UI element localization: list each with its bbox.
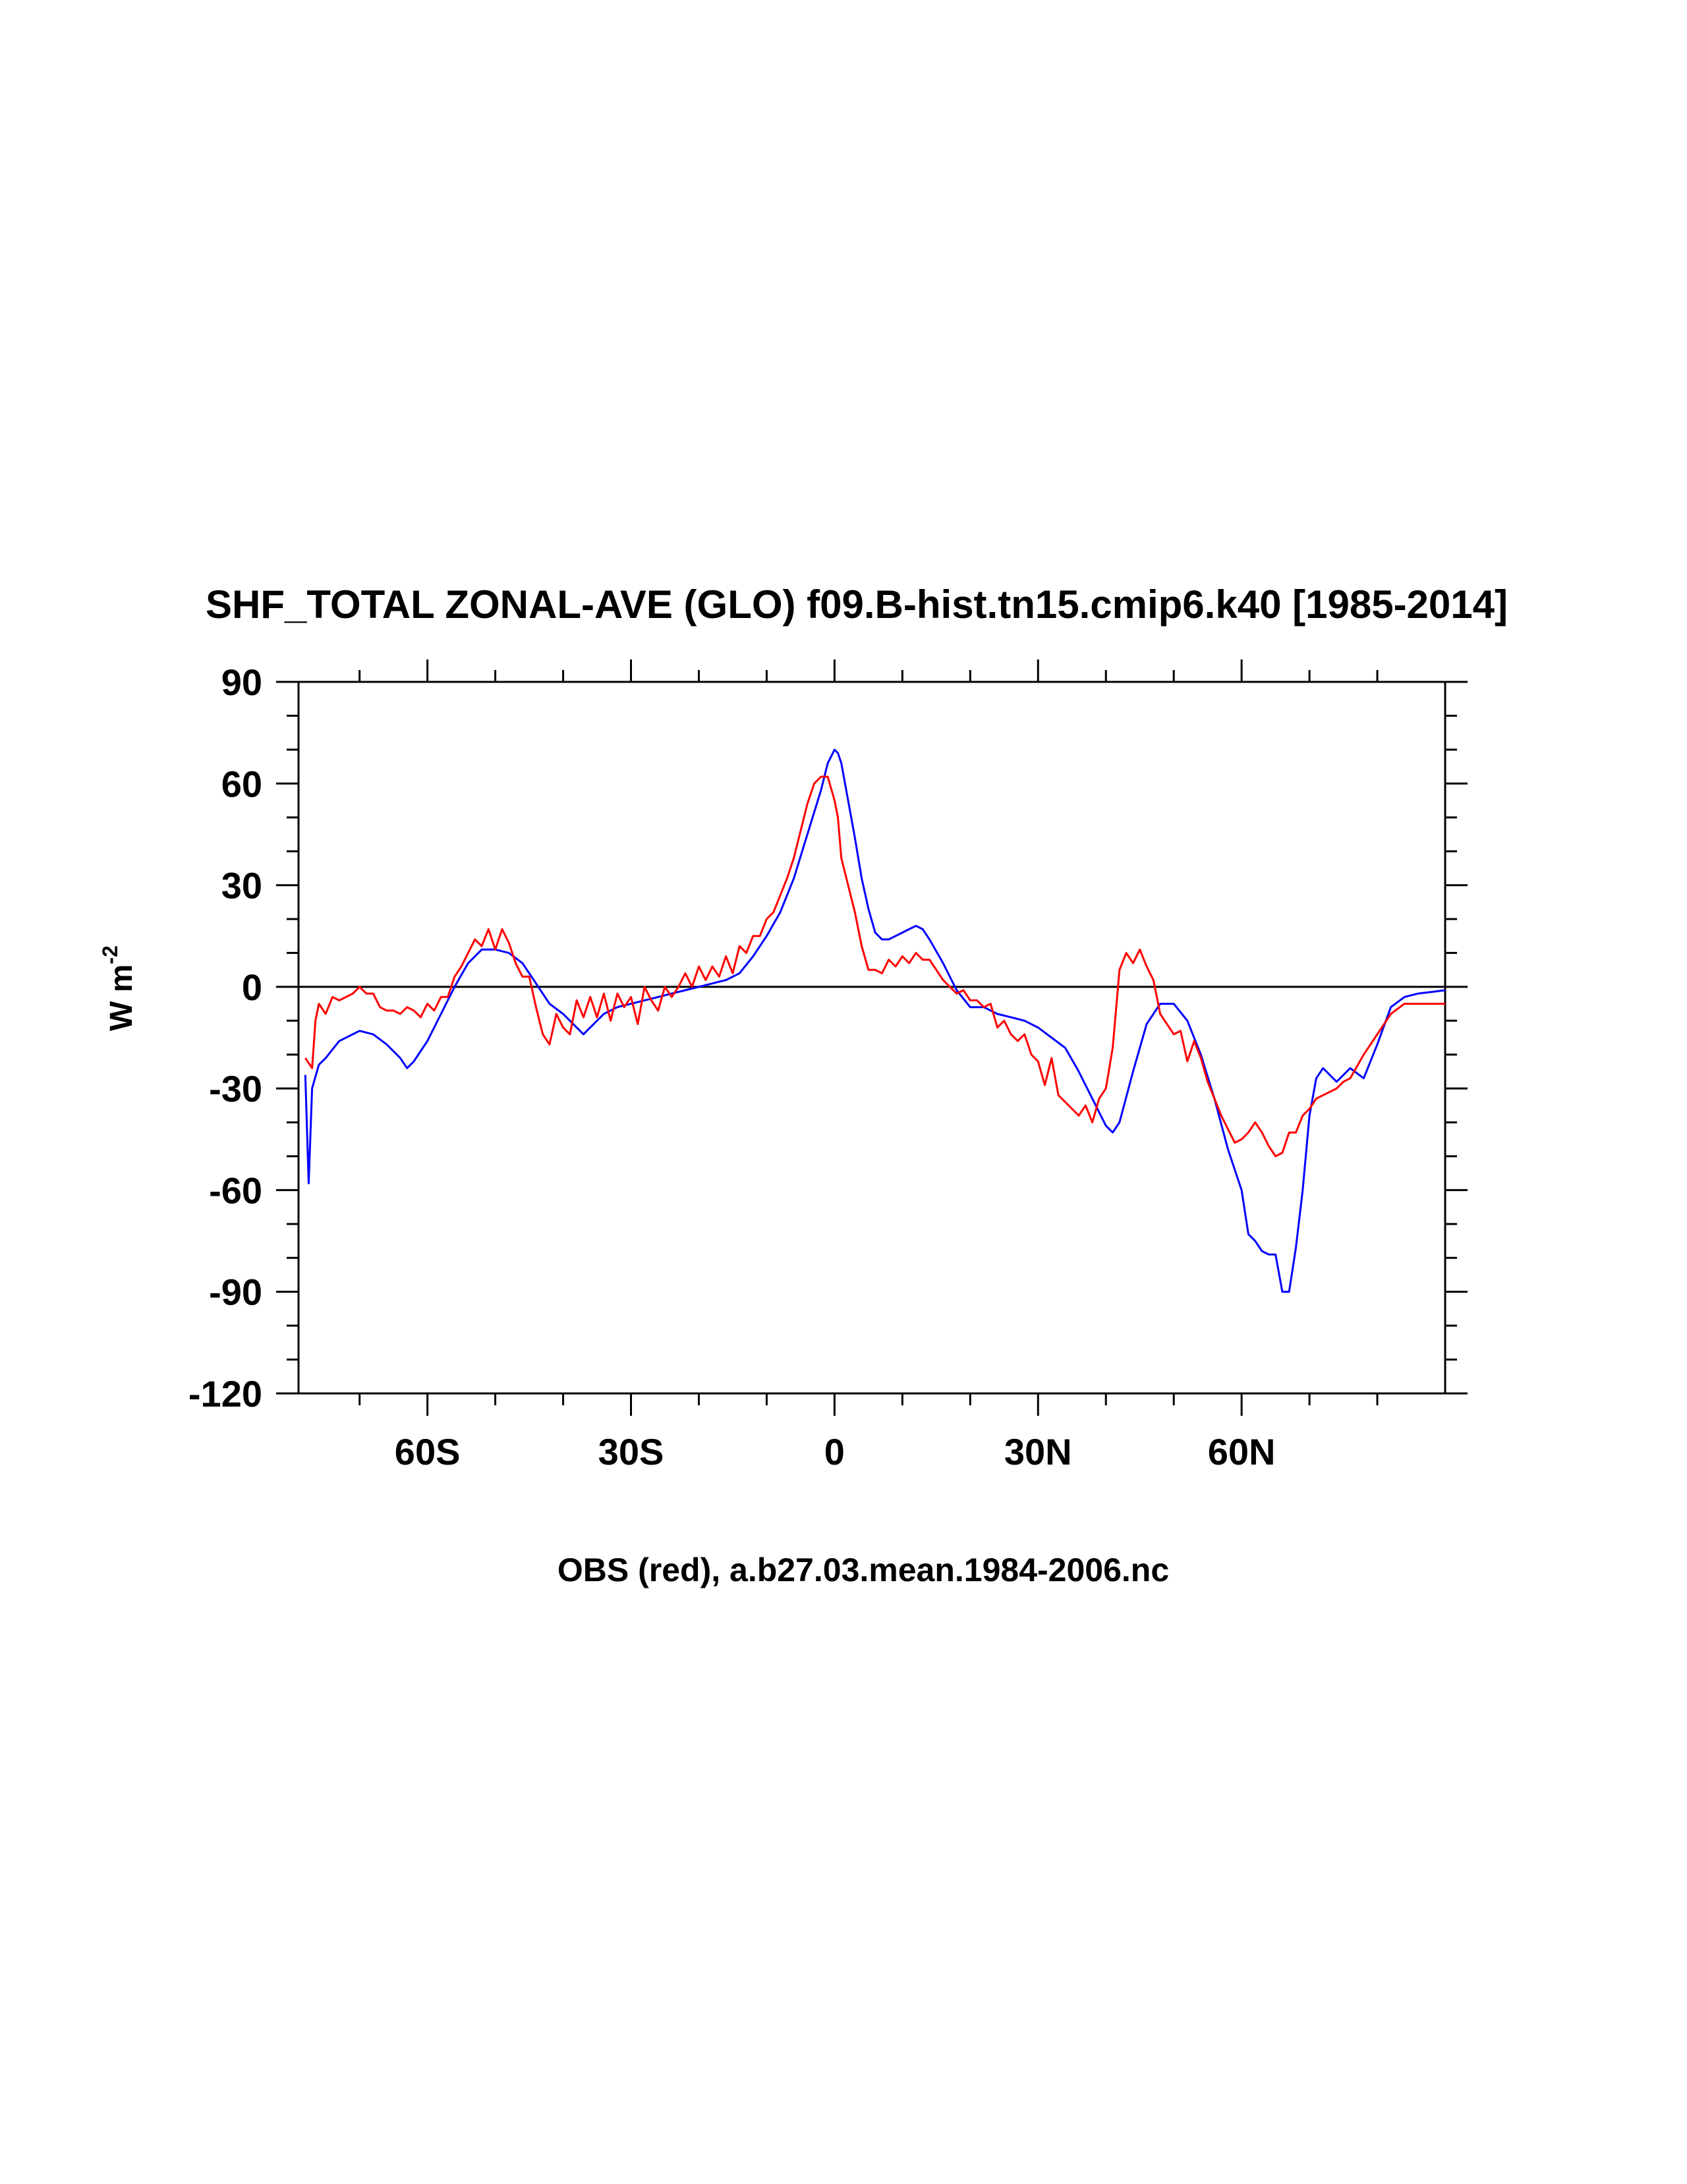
- y-tick-label: -120: [188, 1373, 262, 1414]
- y-tick-label: 60: [221, 763, 262, 804]
- chart-title: SHF_TOTAL ZONAL-AVE (GLO) f09.B-hist.tn1…: [206, 582, 1508, 627]
- tick-labels: 90 60 30 0 -30 -60 -90 -120 60S 30S 0 30N 60N: [188, 661, 1276, 1472]
- x-tick-label: 0: [824, 1431, 845, 1472]
- x-axis-label: OBS (red), a.b27.03.mean.1984-2006.nc: [558, 1552, 1169, 1588]
- x-tick-label: 30N: [1004, 1431, 1072, 1472]
- x-tick-label: 60N: [1208, 1431, 1276, 1472]
- plot-area: [299, 748, 1446, 1293]
- y-tick-label: 30: [221, 865, 262, 907]
- x-tick-label: 30S: [598, 1431, 664, 1472]
- y-tick-label: -30: [209, 1068, 262, 1109]
- y-axis-label-main: W m: [104, 965, 139, 1031]
- series-line-red: [304, 775, 1445, 1158]
- y-axis-label: W m-2: [98, 945, 139, 1031]
- y-axis-label-superscript: -2: [98, 945, 122, 964]
- x-tick-label: 60S: [395, 1431, 461, 1472]
- series-line-blue: [304, 748, 1446, 1293]
- tick-marks: [276, 659, 1468, 1416]
- y-tick-label: 0: [242, 966, 262, 1008]
- plot-frame: [297, 681, 1446, 1395]
- y-tick-label: -90: [209, 1272, 262, 1313]
- y-tick-label: -60: [209, 1169, 262, 1211]
- y-tick-label: 90: [221, 661, 262, 703]
